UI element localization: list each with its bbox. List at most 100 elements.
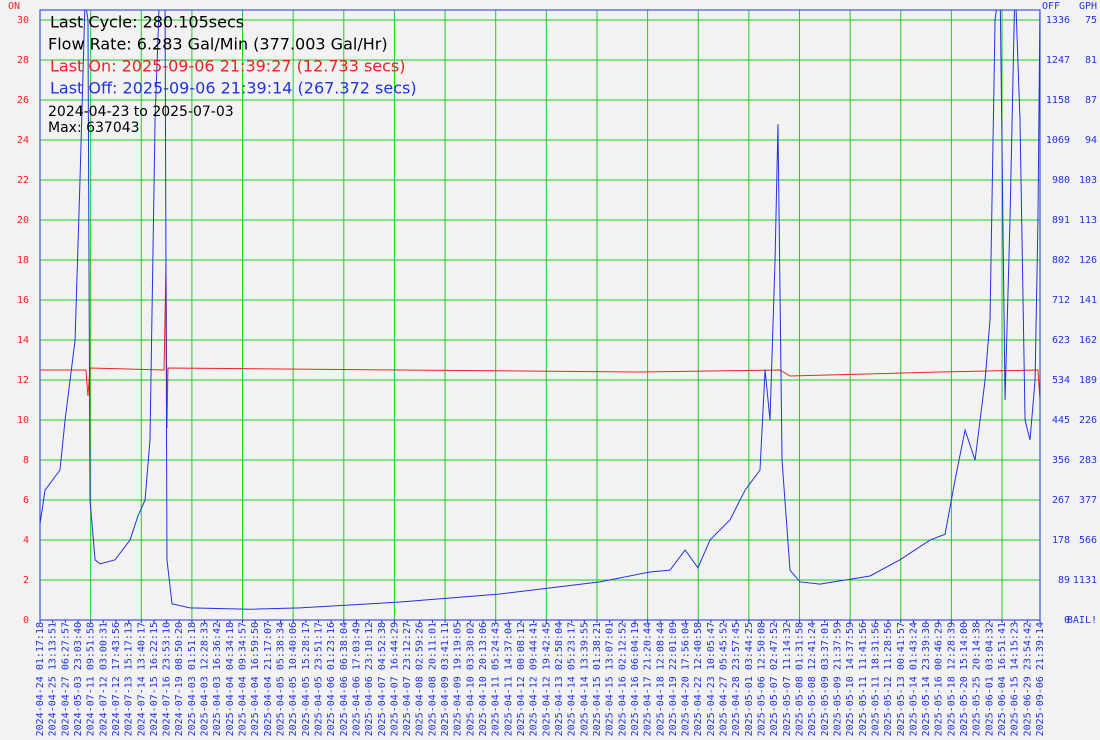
info-text: Max: 637043 (48, 120, 140, 136)
x-tick-label: 2025-04-05 05:38:34 (276, 622, 287, 736)
x-tick-label: 2025-05-13 00:41:57 (896, 622, 907, 736)
x-tick-label: 2025-04-14 13:39:55 (579, 622, 590, 736)
x-tick-label: 2025-04-17 21:20:44 (643, 622, 654, 736)
gph-tick-label: 283 (1079, 455, 1097, 466)
y-tick-label: 28 (17, 55, 29, 66)
x-tick-label: 2025-04-08 20:11:01 (427, 622, 438, 736)
info-text: Last Cycle: 280.105secs (50, 13, 244, 32)
x-tick-label: 2025-04-10 03:30:02 (465, 622, 476, 736)
y-tick-label: 16 (17, 295, 29, 306)
gph-tick-label: 377 (1079, 495, 1097, 506)
gph-tick-label: 94 (1085, 135, 1097, 146)
x-tick-label: 2025-06-04 16:51:41 (997, 622, 1008, 736)
x-tick-label: 2024-07-11 09:51:58 (86, 622, 97, 736)
x-tick-label: 2025-04-20 17:56:04 (681, 622, 692, 736)
gph-tick-label: BAIL! (1067, 615, 1097, 626)
y-tick-label: 18 (17, 255, 29, 266)
x-tick-label: 2025-04-12 09:44:41 (529, 622, 540, 736)
y2-tick-label: 1158 (1046, 95, 1070, 106)
gph-tick-label: 162 (1079, 335, 1097, 346)
info-text: Last On: 2025-09-06 21:39:27 (12.733 sec… (50, 57, 406, 76)
x-tick-label: 2025-04-06 06:38:04 (339, 622, 350, 736)
x-tick-label: 2025-05-25 20:14:38 (972, 622, 983, 736)
x-tick-label: 2025-04-07 23:12:27 (402, 622, 413, 736)
y-axis-label: ON (8, 1, 20, 12)
x-tick-label: 2025-04-18 12:08:44 (655, 622, 666, 736)
gph-tick-label: 566 (1079, 535, 1097, 546)
y2-tick-label: 1069 (1046, 135, 1070, 146)
x-tick-label: 2025-05-14 23:39:30 (921, 622, 932, 736)
gph-axis-label: GPH (1079, 1, 1097, 12)
y2-tick-label: 534 (1052, 375, 1070, 386)
x-tick-label: 2024-07-16 23:53:10 (162, 622, 173, 736)
x-tick-label: 2025-04-05 23:51:17 (313, 622, 324, 736)
x-tick-label: 2025-04-12 19:42:45 (541, 622, 552, 736)
x-tick-label: 2025-04-06 01:23:16 (326, 622, 337, 736)
x-tick-label: 2025-04-12 00:08:12 (516, 622, 527, 736)
y2-tick-label: 0 (1064, 615, 1070, 626)
y2-tick-label: 1336 (1046, 15, 1070, 26)
y2-tick-label: 89 (1058, 575, 1070, 586)
x-tick-label: 2025-04-05 15:28:17 (301, 622, 312, 736)
y-tick-label: 12 (17, 375, 29, 386)
y-tick-label: 4 (23, 535, 29, 546)
x-tick-label: 2024-04-24 01:17:18 (35, 622, 46, 736)
x-tick-label: 2025-09-06 21:39:14 (1035, 622, 1046, 736)
x-tick-label: 2025-04-03 16:36:42 (212, 622, 223, 736)
x-tick-label: 2025-04-27 05:45:52 (719, 622, 730, 736)
x-tick-label: 2025-04-03 12:28:33 (200, 622, 211, 736)
x-tick-label: 2025-04-06 23:10:12 (364, 622, 375, 736)
y2-tick-label: 445 (1052, 415, 1070, 426)
plot-frame (39, 9, 1041, 621)
y2-tick-label: 980 (1052, 175, 1070, 186)
x-tick-label: 2025-04-05 10:40:06 (288, 622, 299, 736)
x-tick-label: 2025-05-11 11:41:56 (858, 622, 869, 736)
x-tick-label: 2024-05-03 23:03:40 (73, 622, 84, 736)
y2-tick-label: 891 (1052, 215, 1070, 226)
y-tick-label: 8 (23, 455, 29, 466)
x-tick-label: 2025-04-03 01:51:18 (187, 622, 198, 736)
x-tick-label: 2025-04-04 21:17:07 (263, 622, 274, 736)
y2-tick-label: 267 (1052, 495, 1070, 506)
x-tick-label: 2024-07-14 13:40:17 (136, 622, 147, 736)
x-tick-label: 2025-05-11 18:31:56 (870, 622, 881, 736)
y-tick-label: 24 (17, 135, 29, 146)
y2-tick-label: 178 (1052, 535, 1070, 546)
x-tick-label: 2025-05-06 12:50:08 (757, 622, 768, 736)
x-tick-label: 2025-05-07 02:47:52 (769, 622, 780, 736)
x-tick-label: 2025-05-08 01:31:58 (794, 622, 805, 736)
gph-tick-label: 113 (1079, 215, 1097, 226)
y2-tick-label: 623 (1052, 335, 1070, 346)
y2-tick-label: 802 (1052, 255, 1070, 266)
y-tick-label: 20 (17, 215, 29, 226)
x-tick-label: 2025-04-28 23:57:45 (731, 622, 742, 736)
x-tick-label: 2025-04-16 02:12:52 (617, 622, 628, 736)
y-tick-label: 0 (23, 615, 29, 626)
x-tick-label: 2025-04-10 20:13:06 (478, 622, 489, 736)
x-tick-label: 2025-05-14 01:43:24 (908, 622, 919, 736)
x-tick-label: 2025-04-09 19:19:05 (453, 622, 464, 736)
y-tick-label: 10 (17, 415, 29, 426)
x-tick-label: 2025-04-06 17:03:49 (351, 622, 362, 736)
x-tick-label: 2025-04-23 10:05:47 (706, 622, 717, 736)
x-tick-label: 2025-05-01 03:44:25 (744, 622, 755, 736)
x-tick-label: 2025-04-16 06:04:19 (630, 622, 641, 736)
x-tick-label: 2025-05-12 11:28:56 (883, 622, 894, 736)
gph-tick-label: 1131 (1073, 575, 1097, 586)
x-tick-label: 2025-04-07 04:52:38 (377, 622, 388, 736)
x-tick-label: 2025-05-16 00:46:29 (934, 622, 945, 736)
x-tick-label: 2024-07-12 03:00:31 (98, 622, 109, 736)
gph-tick-label: 103 (1079, 175, 1097, 186)
x-tick-label: 2025-05-09 21:37:59 (832, 622, 843, 736)
gph-tick-label: 81 (1085, 55, 1097, 66)
y-tick-label: 22 (17, 175, 29, 186)
x-tick-label: 2025-05-08 12:41:24 (807, 622, 818, 736)
x-tick-label: 2025-04-15 01:38:21 (592, 622, 603, 736)
gph-tick-label: 126 (1079, 255, 1097, 266)
info-text: Flow Rate: 6.283 Gal/Min (377.003 Gal/Hr… (48, 35, 388, 54)
x-tick-label: 2025-04-14 05:23:17 (567, 622, 578, 736)
gph-tick-label: 189 (1079, 375, 1097, 386)
x-tick-label: 2025-05-07 11:14:32 (782, 622, 793, 736)
x-tick-label: 2025-04-04 16:59:50 (250, 622, 261, 736)
y-tick-label: 14 (17, 335, 29, 346)
